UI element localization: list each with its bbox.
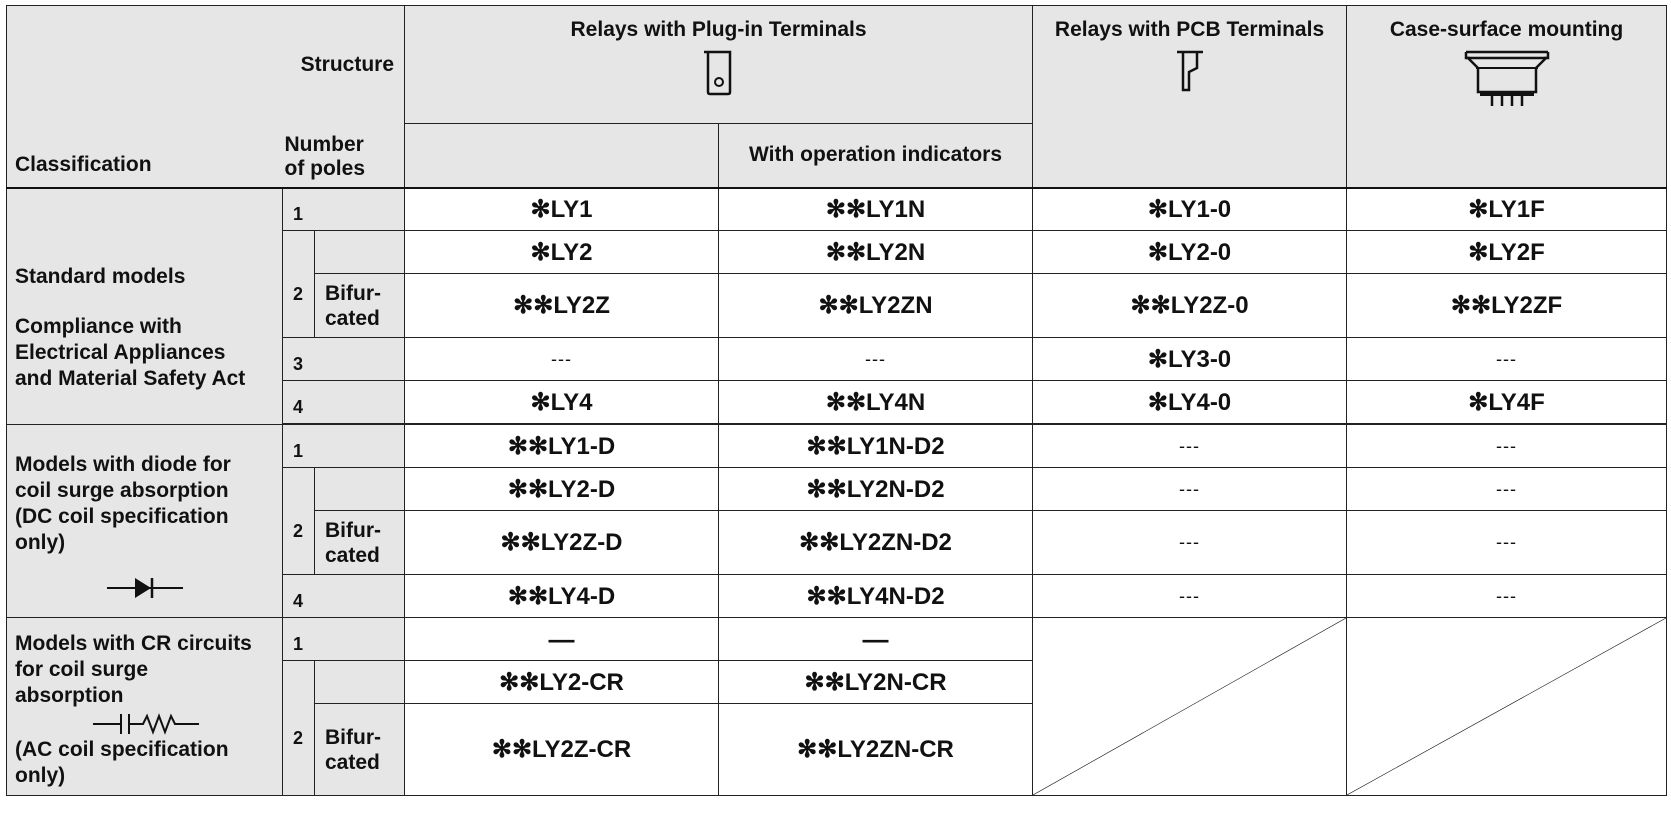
- model-cell: ✻✻LY1N: [718, 186, 1034, 231]
- number-of-poles-label: Number of poles: [282, 123, 406, 188]
- col-case-title: Case-surface mounting: [1389, 18, 1624, 41]
- model-cell: ✻LY4: [404, 380, 720, 424]
- model-cell: ✻✻LY2ZF: [1346, 273, 1668, 338]
- poles-cell: 1: [281, 424, 406, 468]
- col-pcb-title: Relays with PCB Terminals: [1054, 18, 1325, 41]
- not-available-cell: [1032, 617, 1348, 796]
- bifurcated-label: Bifur- cated: [313, 703, 406, 796]
- bifurcated-label: Bifur- cated: [313, 273, 406, 338]
- poles-cell: 1: [281, 617, 406, 661]
- model-cell: ---: [1346, 574, 1668, 618]
- model-cell: —: [718, 617, 1034, 661]
- model-cell: ✻✻LY4N: [718, 380, 1034, 424]
- classification-label: Classification: [6, 123, 283, 188]
- model-cell: ✻✻LY2Z-0: [1032, 273, 1348, 338]
- model-cell: ✻✻LY2-CR: [404, 660, 720, 704]
- model-cell: ✻LY4F: [1346, 380, 1668, 424]
- not-available-cell: [1346, 617, 1668, 796]
- relay-model-table: Structure Relays with Plug-in Terminals …: [6, 5, 1668, 796]
- bifurcated-label: Bifur- cated: [313, 510, 406, 575]
- table-row: 2 ✻✻LY2-CR ✻✻LY2N-CR: [7, 660, 1667, 796]
- table-row: Bifur- cated ✻✻LY2Z-D ✻✻LY2ZN-D2 --- ---: [7, 510, 1668, 575]
- table-row: Standard models Compliance with Electric…: [6, 186, 1668, 425]
- model-cell: ---: [1346, 510, 1668, 575]
- model-cell: ---: [1032, 510, 1348, 575]
- model-cell: ✻LY1F: [1346, 186, 1668, 231]
- model-cell: ✻LY4-0: [1032, 380, 1348, 424]
- header-classification-top: [6, 5, 283, 124]
- model-cell: ✻LY3-0: [1032, 337, 1348, 381]
- cr-circuit-symbol-icon: [93, 712, 199, 735]
- model-cell: ✻✻LY2ZN-D2: [718, 510, 1034, 575]
- model-cell: ---: [1032, 574, 1348, 618]
- plug-in-terminal-icon: [703, 50, 731, 96]
- indicators-header: With operation indicators: [718, 123, 1034, 188]
- model-cell: ✻✻LY2Z-D: [404, 510, 720, 575]
- header-pcb-terminals: Relays with PCB Terminals: [1032, 5, 1348, 188]
- model-cell: ✻✻LY2N-CR: [718, 660, 1034, 704]
- model-cell: ✻✻LY2-D: [404, 467, 720, 511]
- diode-symbol-icon: [107, 578, 183, 598]
- header-plugin-terminals: Relays with Plug-in Terminals: [404, 5, 1034, 124]
- model-cell: ✻✻LY2N-D2: [718, 467, 1034, 511]
- table-row: Models with CR circuits for coil surge a…: [6, 617, 1668, 796]
- poles-cell: 4: [281, 574, 406, 618]
- poles-cell: 2: [282, 230, 315, 338]
- group-cr-label: Models with CR circuits for coil surge a…: [6, 617, 283, 796]
- table-row: Models with diode for coil surge absorpt…: [6, 424, 1668, 618]
- structure-label: Structure: [282, 5, 406, 124]
- model-cell: ✻✻LY1N-D2: [718, 424, 1034, 468]
- spacer-cell: [314, 660, 406, 704]
- spacer-cell: [314, 230, 406, 274]
- model-cell: ✻LY2: [404, 230, 720, 274]
- table-row: 4 ✻LY4 ✻✻LY4N ✻LY4-0 ✻LY4F: [7, 380, 1668, 424]
- model-cell: ✻✻LY2N: [718, 230, 1034, 274]
- group-standard-label: Standard models Compliance with Electric…: [6, 186, 283, 425]
- model-cell: ---: [1032, 424, 1348, 468]
- table-row: Bifur- cated ✻✻LY2Z-CR ✻✻LY2ZN-CR: [7, 703, 1667, 796]
- poles-cell: 4: [281, 380, 406, 424]
- model-cell: ---: [1346, 337, 1668, 381]
- model-cell: ✻✻LY2ZN-CR: [718, 703, 1034, 796]
- model-cell: ---: [1346, 467, 1668, 511]
- table-row: Bifur- cated ✻✻LY2Z ✻✻LY2ZN ✻✻LY2Z-0 ✻✻L…: [7, 273, 1668, 338]
- model-cell: ---: [1032, 467, 1348, 511]
- pcb-terminal-icon: [1176, 50, 1203, 92]
- model-cell: ✻✻LY2Z: [404, 273, 720, 338]
- model-cell: ---: [718, 337, 1034, 381]
- group-diode-label: Models with diode for coil surge absorpt…: [6, 424, 283, 618]
- model-cell: —: [404, 617, 720, 661]
- poles-cell: 1: [281, 186, 406, 231]
- case-surface-mount-icon: [1464, 50, 1549, 106]
- model-cell: ✻✻LY2Z-CR: [404, 703, 720, 796]
- model-cell: ✻✻LY1-D: [404, 424, 720, 468]
- table-row: 2 ✻✻LY2-D ✻✻LY2N-D2 --- ---: [7, 467, 1668, 575]
- model-cell: ---: [1346, 424, 1668, 468]
- table-row: 4 ✻✻LY4-D ✻✻LY4N-D2 --- ---: [7, 574, 1668, 618]
- model-cell: ✻LY2-0: [1032, 230, 1348, 274]
- poles-cell: 2: [282, 660, 315, 796]
- model-cell: ✻✻LY4N-D2: [718, 574, 1034, 618]
- model-cell: ✻LY2F: [1346, 230, 1668, 274]
- poles-cell: 3: [281, 337, 406, 381]
- model-cell: ✻✻LY4-D: [404, 574, 720, 618]
- header-case-surface: Case-surface mounting: [1346, 5, 1668, 188]
- plugin-no-indicator-header: [404, 123, 719, 188]
- model-cell: ✻LY1: [404, 186, 720, 231]
- table-row: 3 --- --- ✻LY3-0 ---: [7, 337, 1668, 381]
- poles-cell: 2: [282, 467, 315, 575]
- model-cell: ✻✻LY2ZN: [718, 273, 1034, 338]
- col-plugin-title: Relays with Plug-in Terminals: [570, 18, 867, 41]
- model-cell: ---: [404, 337, 720, 381]
- model-cell: ✻LY1-0: [1032, 186, 1348, 231]
- spacer-cell: [314, 467, 406, 511]
